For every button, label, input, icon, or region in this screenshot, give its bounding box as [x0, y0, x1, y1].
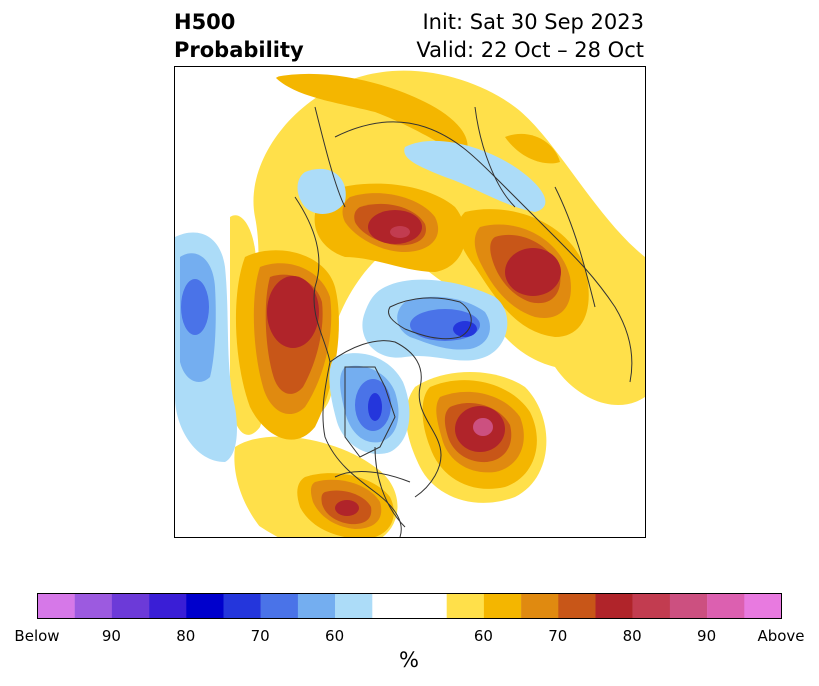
colorbar-tick-label: 70	[250, 627, 270, 645]
title-block: H500 Probability	[174, 8, 304, 64]
colorbar-tick-label: 90	[697, 627, 717, 645]
map-panel	[174, 66, 646, 538]
colorbar-swatch	[446, 593, 485, 619]
valid-date: Valid: 22 Oct – 28 Oct	[416, 38, 644, 62]
colorbar-swatch	[409, 593, 447, 619]
colorbar-swatch	[149, 593, 187, 619]
date-block: Init: Sat 30 Sep 2023 Valid: 22 Oct – 28…	[416, 8, 644, 64]
colorbar-swatch	[297, 593, 336, 619]
colorbar-swatch	[111, 593, 150, 619]
title-line-1: H500	[174, 10, 236, 34]
above-peak-region	[390, 226, 493, 436]
colorbar-swatch	[595, 593, 633, 619]
colorbar-swatch	[260, 593, 299, 619]
colorbar-tick-label: Below	[14, 627, 60, 645]
colorbar-swatch	[669, 593, 708, 619]
above-90-region	[267, 210, 561, 516]
init-date: Init: Sat 30 Sep 2023	[422, 10, 644, 34]
colorbar-tick-label: 80	[176, 627, 196, 645]
colorbar-swatch	[223, 593, 261, 619]
colorbar-swatch	[335, 593, 373, 619]
colorbar-unit: %	[399, 648, 419, 672]
colorbar-tick-label: 60	[325, 627, 345, 645]
colorbar-swatch	[744, 593, 782, 619]
colorbar-border	[37, 593, 782, 619]
colorbar-tick-label: 70	[548, 627, 568, 645]
colorbar-swatch	[707, 593, 745, 619]
colorbar-tick-label: 90	[101, 627, 121, 645]
colorbar-swatch	[558, 593, 596, 619]
colorbar-swatch	[483, 593, 522, 619]
colorbar-swatch	[37, 593, 75, 619]
colorbar	[37, 593, 782, 619]
colorbar-tick-label: 60	[473, 627, 493, 645]
colorbar-swatch	[632, 593, 671, 619]
title-line-2: Probability	[174, 38, 304, 62]
colorbar-swatch	[372, 593, 410, 619]
colorbar-swatch	[521, 593, 559, 619]
map-svg	[175, 70, 645, 537]
colorbar-tick-label: Above	[757, 627, 805, 645]
colorbar-tick-label: 80	[622, 627, 642, 645]
colorbar-swatch	[74, 593, 113, 619]
coastlines	[294, 106, 633, 537]
colorbar-swatch	[186, 593, 224, 619]
